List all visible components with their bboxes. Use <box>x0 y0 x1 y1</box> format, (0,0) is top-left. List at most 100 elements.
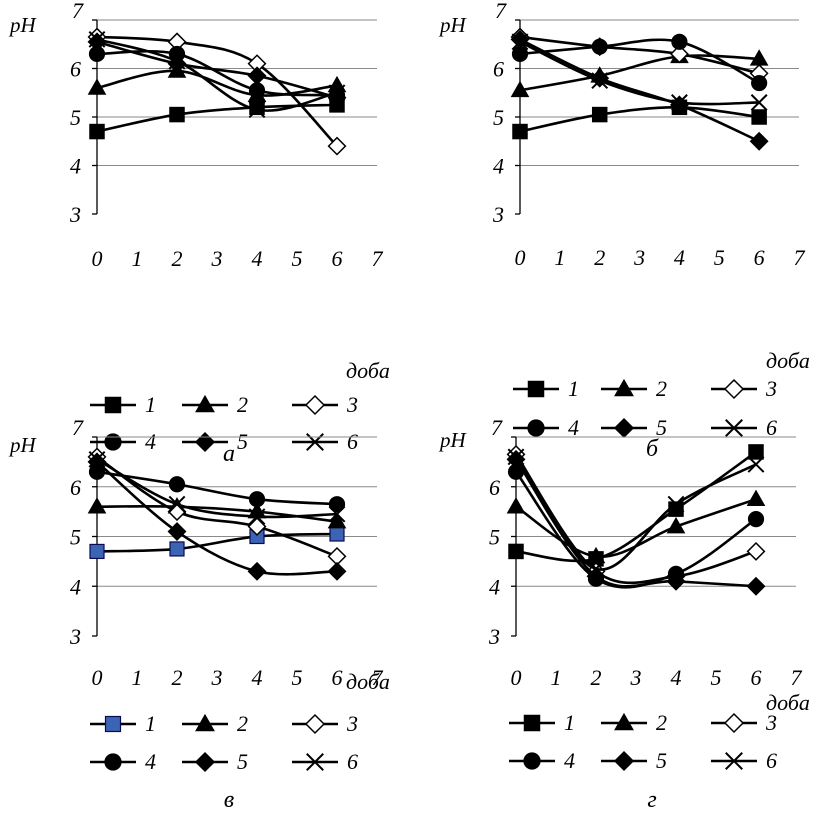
data-point <box>671 33 688 50</box>
y-tick-label: 4 <box>70 154 81 179</box>
x-tick-label: 5 <box>711 665 722 690</box>
legend-label: 2 <box>237 392 248 417</box>
series-3 <box>506 444 766 586</box>
legend-label: 1 <box>564 710 575 735</box>
chart-panel-2: 3 4 5 6 7 pH 0 1 2 3 4 5 6 7 доба 1 2 3 4 5 6 б <box>438 0 810 462</box>
x-tick-label: 2 <box>172 665 183 690</box>
data-point <box>748 444 764 460</box>
x-axis-label: доба <box>766 348 810 373</box>
series-line <box>96 38 338 112</box>
legend-item-5: 5 <box>182 429 248 454</box>
y-tick-label: 6 <box>493 57 504 82</box>
legend-item-2: 2 <box>182 711 248 736</box>
series-6 <box>88 450 346 526</box>
legend-item-1: 1 <box>90 392 156 417</box>
data-point <box>327 512 347 529</box>
legend-marker <box>194 431 216 453</box>
legend-label: 4 <box>568 415 579 440</box>
data-point <box>591 72 609 90</box>
legend-label: 5 <box>656 748 667 773</box>
legend-item-3: 3 <box>292 392 358 417</box>
legend: 1 2 3 4 5 6 <box>509 710 777 773</box>
legend-label: 6 <box>766 415 777 440</box>
series-4 <box>507 463 765 589</box>
data-point <box>87 78 107 95</box>
panel-label: б <box>646 436 659 462</box>
series-line <box>519 38 760 85</box>
series-line <box>96 35 338 148</box>
x-tick-label: 4 <box>674 245 685 270</box>
x-tick-label: 7 <box>794 245 806 270</box>
panel-label: г <box>647 787 656 813</box>
data-point <box>169 541 185 557</box>
data-point <box>746 541 766 561</box>
data-point <box>746 576 766 596</box>
legend-label: 3 <box>346 711 358 736</box>
x-tick-label: 7 <box>791 665 803 690</box>
x-axis-label: доба <box>346 358 390 383</box>
series-line <box>96 470 338 506</box>
legend-marker <box>304 394 326 416</box>
y-tick-label: 7 <box>72 415 84 440</box>
legend-marker <box>613 750 635 772</box>
data-point <box>751 109 767 125</box>
legend-marker <box>104 753 122 771</box>
data-point <box>248 508 266 526</box>
legend-marker <box>195 394 215 413</box>
y-tick-label: 3 <box>492 202 504 227</box>
series-line <box>96 455 338 558</box>
legend-label: 1 <box>568 376 579 401</box>
x-tick-label: 3 <box>211 246 223 271</box>
legend-item-6: 6 <box>292 429 358 454</box>
series-line <box>96 40 338 99</box>
y-tick-label: 4 <box>489 574 500 599</box>
series-line <box>96 69 338 97</box>
data-point <box>507 448 525 466</box>
legend-label: 6 <box>347 749 358 774</box>
legend-item-2: 2 <box>601 376 667 401</box>
data-point <box>508 543 524 560</box>
series-5 <box>87 452 347 581</box>
data-point <box>248 491 266 508</box>
legend-item-6: 6 <box>711 415 777 440</box>
data-point <box>169 106 185 123</box>
data-point <box>328 505 346 523</box>
data-point <box>751 74 768 92</box>
legend-label: 6 <box>347 429 358 454</box>
panel-label: а <box>223 441 235 467</box>
data-point <box>747 455 765 473</box>
data-point <box>247 517 267 537</box>
series-line <box>519 105 760 133</box>
data-point <box>512 123 528 140</box>
data-point <box>87 452 107 472</box>
legend-label: 1 <box>145 392 156 417</box>
legend-marker <box>304 713 326 735</box>
data-point <box>591 38 608 55</box>
y-tick-label: 5 <box>70 105 81 130</box>
y-tick-label: 5 <box>493 105 504 130</box>
legend-label: 3 <box>765 710 777 735</box>
series-line <box>96 103 338 133</box>
legend-item-4: 4 <box>513 415 579 440</box>
data-point <box>327 561 347 581</box>
legend-item-3: 3 <box>711 376 777 401</box>
data-point <box>329 526 345 542</box>
legend-item-2: 2 <box>182 392 248 417</box>
x-tick-label: 2 <box>594 245 605 270</box>
data-point <box>168 476 186 493</box>
legend-marker <box>613 417 635 439</box>
x-tick-label: 4 <box>252 665 263 690</box>
y-tick-label: 5 <box>70 525 81 550</box>
legend: 1 2 3 4 5 6 <box>90 392 358 454</box>
legend-item-1: 1 <box>509 710 575 735</box>
legend-item-5: 5 <box>182 749 248 774</box>
legend-item-4: 4 <box>90 429 156 454</box>
legend-label: 5 <box>237 429 248 454</box>
data-point <box>167 522 187 541</box>
series-6 <box>507 448 765 578</box>
series-line <box>514 471 757 589</box>
data-point <box>671 94 688 111</box>
x-tick-label: 1 <box>554 245 565 270</box>
x-tick-label: 3 <box>211 665 223 690</box>
